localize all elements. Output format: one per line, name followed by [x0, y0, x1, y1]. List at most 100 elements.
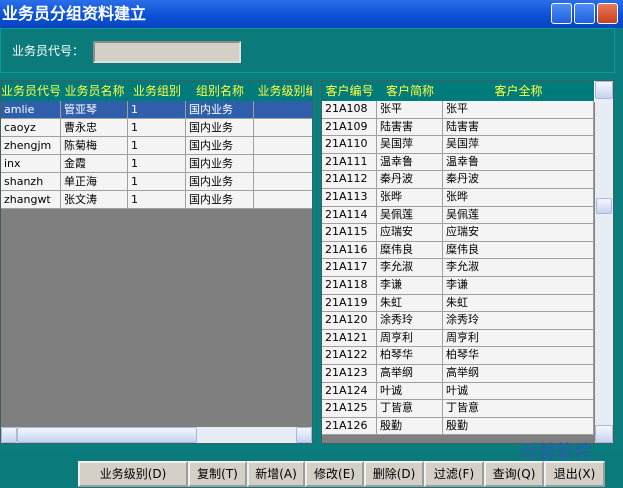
- grid-cell[interactable]: 周亨利: [443, 329, 594, 348]
- grid-cell[interactable]: 李允淑: [443, 259, 594, 277]
- grid-cell[interactable]: 21A117: [322, 259, 377, 277]
- grid-cell[interactable]: 张平: [377, 101, 443, 119]
- grid-cell[interactable]: 21A118: [322, 277, 377, 295]
- grid-cell[interactable]: 糜伟良: [443, 241, 594, 260]
- salesperson-input[interactable]: [93, 41, 241, 63]
- grid-cell[interactable]: caoyz: [1, 119, 61, 137]
- grid-cell[interactable]: 管亚琴: [61, 101, 128, 119]
- close-button[interactable]: [597, 3, 618, 24]
- grid-cell[interactable]: 高举纲: [443, 365, 594, 383]
- grid-cell[interactable]: zhengjm: [1, 137, 61, 155]
- grid-cell[interactable]: 吴佩莲: [443, 206, 594, 225]
- grid-cell[interactable]: 朱虹: [377, 294, 443, 313]
- grid-cell[interactable]: 21A110: [322, 136, 377, 154]
- grid-cell[interactable]: inx: [1, 155, 61, 173]
- grid-cell[interactable]: [254, 173, 312, 191]
- grid-cell[interactable]: 高举纲: [377, 365, 443, 383]
- grid-cell[interactable]: 21A115: [322, 224, 377, 242]
- grid-cell[interactable]: 1: [128, 137, 186, 155]
- grid-cell[interactable]: 吴国萍: [377, 136, 443, 154]
- grid-cell[interactable]: 国内业务: [186, 101, 254, 119]
- grid-cell[interactable]: 陆害害: [377, 118, 443, 137]
- grid-cell[interactable]: 吴国萍: [443, 136, 594, 154]
- action-button[interactable]: 新增(A): [247, 461, 305, 487]
- action-button[interactable]: 业务级别(D): [78, 461, 188, 487]
- scroll-thumb[interactable]: [596, 198, 612, 214]
- grid-cell[interactable]: 21A116: [322, 241, 377, 260]
- action-button[interactable]: 过滤(F): [424, 461, 484, 487]
- grid-cell[interactable]: 陆害害: [443, 118, 594, 137]
- grid-cell[interactable]: 曹永忠: [61, 119, 128, 137]
- grid-cell[interactable]: 张平: [443, 101, 594, 119]
- grid-cell[interactable]: 糜伟良: [377, 241, 443, 260]
- scroll-thumb[interactable]: [17, 427, 197, 443]
- grid-cell[interactable]: 21A112: [322, 171, 377, 189]
- grid-cell[interactable]: 涂秀玲: [377, 312, 443, 330]
- grid-cell[interactable]: 秦丹波: [377, 171, 443, 189]
- grid-cell[interactable]: 21A109: [322, 118, 377, 137]
- grid-cell[interactable]: 殷勤: [443, 417, 594, 436]
- scroll-down-button[interactable]: [595, 425, 613, 443]
- grid-cell[interactable]: 21A113: [322, 189, 377, 207]
- grid-cell[interactable]: 国内业务: [186, 191, 254, 209]
- grid-cell[interactable]: 单正海: [61, 173, 128, 191]
- grid-cell[interactable]: 张晔: [443, 189, 594, 207]
- grid-cell[interactable]: 柏琴华: [377, 347, 443, 365]
- scroll-up-button[interactable]: [595, 81, 613, 99]
- grid-cell[interactable]: zhangwt: [1, 191, 61, 209]
- grid-cell[interactable]: 1: [128, 119, 186, 137]
- grid-cell[interactable]: 21A121: [322, 329, 377, 348]
- grid-cell[interactable]: 朱虹: [443, 294, 594, 313]
- grid-cell[interactable]: [254, 119, 312, 137]
- grid-cell[interactable]: amlie: [1, 101, 61, 119]
- grid-cell[interactable]: 1: [128, 101, 186, 119]
- grid-cell[interactable]: 秦丹波: [443, 171, 594, 189]
- grid-cell[interactable]: 应瑞安: [443, 224, 594, 242]
- grid-cell[interactable]: [254, 137, 312, 155]
- action-button[interactable]: 修改(E): [305, 461, 364, 487]
- grid-cell[interactable]: 1: [128, 191, 186, 209]
- grid-cell[interactable]: 21A124: [322, 382, 377, 401]
- grid-cell[interactable]: 21A125: [322, 400, 377, 418]
- grid-cell[interactable]: 21A111: [322, 153, 377, 172]
- grid-cell[interactable]: 张文涛: [61, 191, 128, 209]
- grid-cell[interactable]: 周亨利: [377, 329, 443, 348]
- grid-cell[interactable]: 应瑞安: [377, 224, 443, 242]
- grid-cell[interactable]: 国内业务: [186, 173, 254, 191]
- grid-cell[interactable]: shanzh: [1, 173, 61, 191]
- grid-cell[interactable]: 丁皆意: [443, 400, 594, 418]
- grid-cell[interactable]: 叶诚: [443, 382, 594, 401]
- grid-cell[interactable]: 吴佩莲: [377, 206, 443, 225]
- grid-cell[interactable]: 柏琴华: [443, 347, 594, 365]
- grid-cell[interactable]: 李谦: [377, 277, 443, 295]
- grid-cell[interactable]: [254, 155, 312, 173]
- grid-cell[interactable]: 温幸鲁: [377, 153, 443, 172]
- grid-cell[interactable]: 1: [128, 173, 186, 191]
- grid-cell[interactable]: [254, 101, 312, 119]
- grid-cell[interactable]: 21A120: [322, 312, 377, 330]
- action-button[interactable]: 删除(D): [364, 461, 424, 487]
- grid-cell[interactable]: 温幸鲁: [443, 153, 594, 172]
- grid-cell[interactable]: 丁皆意: [377, 400, 443, 418]
- grid-cell[interactable]: 李谦: [443, 277, 594, 295]
- grid-cell[interactable]: 21A114: [322, 206, 377, 225]
- grid-cell[interactable]: [254, 191, 312, 209]
- grid-cell[interactable]: 国内业务: [186, 155, 254, 173]
- grid-cell[interactable]: 张晔: [377, 189, 443, 207]
- grid-cell[interactable]: 殷勤: [377, 417, 443, 436]
- grid-cell[interactable]: 21A119: [322, 294, 377, 313]
- grid-cell[interactable]: 国内业务: [186, 119, 254, 137]
- action-button[interactable]: 退出(X): [544, 461, 605, 487]
- grid-cell[interactable]: 21A126: [322, 417, 377, 436]
- grid-cell[interactable]: 叶诚: [377, 382, 443, 401]
- grid-cell[interactable]: 金霞: [61, 155, 128, 173]
- vertical-scrollbar[interactable]: [595, 81, 613, 443]
- grid-cell[interactable]: 21A108: [322, 101, 377, 119]
- grid-cell[interactable]: 陈菊梅: [61, 137, 128, 155]
- grid-cell[interactable]: 国内业务: [186, 137, 254, 155]
- scroll-right-button[interactable]: [296, 427, 312, 443]
- grid-cell[interactable]: 21A122: [322, 347, 377, 365]
- grid-cell[interactable]: 李允淑: [377, 259, 443, 277]
- grid-cell[interactable]: 涂秀玲: [443, 312, 594, 330]
- minimize-button[interactable]: [551, 3, 572, 24]
